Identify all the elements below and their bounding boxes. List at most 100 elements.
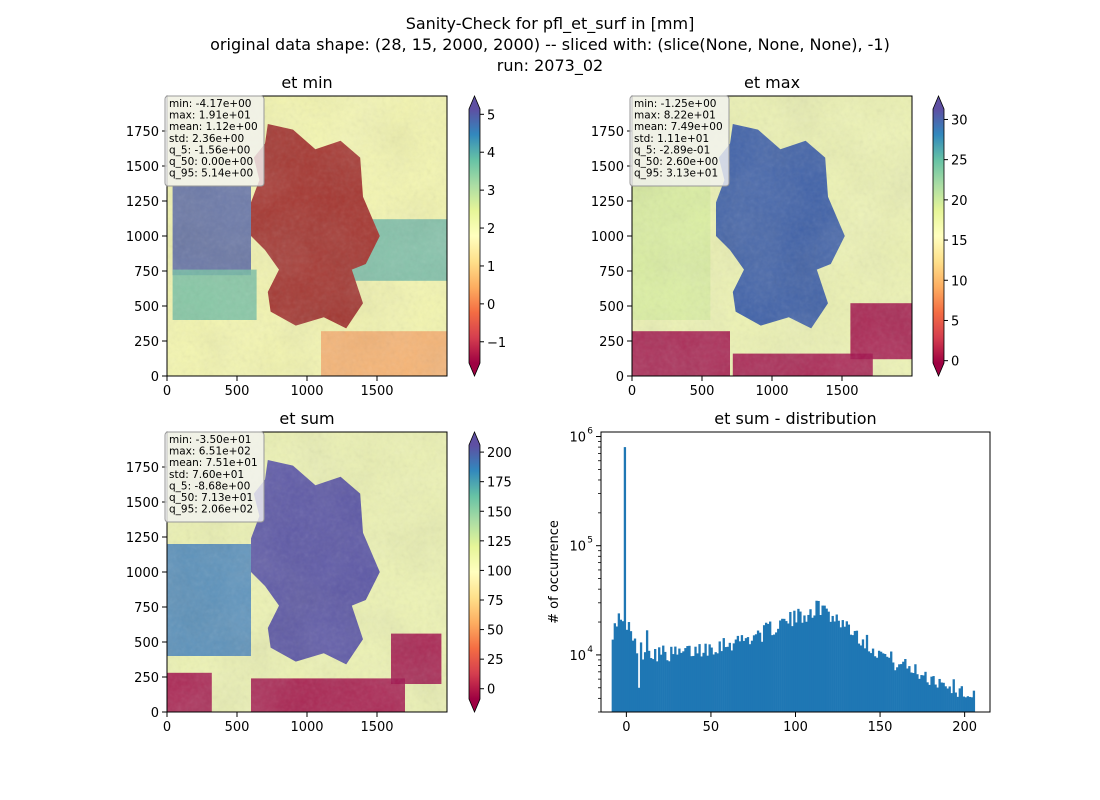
histogram-bar bbox=[881, 653, 885, 712]
histogram-bar bbox=[633, 638, 637, 712]
histogram-bar bbox=[750, 640, 754, 712]
histogram-bar bbox=[930, 676, 933, 712]
histogram-bar bbox=[672, 654, 675, 712]
y-tick-label: 1500 bbox=[126, 160, 159, 175]
histogram-bar bbox=[736, 635, 740, 712]
histogram-bar bbox=[950, 693, 953, 712]
x-tick-label: 1000 bbox=[290, 720, 323, 735]
y-tick-label: 1750 bbox=[126, 461, 159, 476]
stat-line: mean: 1.12e+00 bbox=[169, 121, 258, 133]
y-tick-label: 1500 bbox=[591, 160, 624, 175]
histogram-bar bbox=[670, 646, 673, 712]
histogram-bar bbox=[660, 654, 663, 712]
colorbar-tick-label: 2 bbox=[487, 222, 495, 237]
colorbar-tick-label: 25 bbox=[487, 653, 504, 668]
histogram-bar bbox=[803, 615, 806, 712]
y-tick-label: 250 bbox=[134, 335, 159, 350]
histogram-bar bbox=[666, 660, 669, 712]
histogram-bar bbox=[680, 652, 683, 712]
colorbar-extend-bottom bbox=[933, 363, 944, 376]
histogram-bar bbox=[892, 662, 895, 712]
histogram-bar bbox=[853, 630, 857, 712]
histogram-bar bbox=[722, 638, 725, 712]
y-tick-label: 1250 bbox=[591, 195, 624, 210]
histogram-bar bbox=[732, 643, 736, 712]
histogram-bar bbox=[948, 686, 951, 712]
y-tick-label: 1000 bbox=[591, 230, 624, 245]
histogram-bar bbox=[877, 650, 881, 712]
histogram-bar bbox=[867, 651, 871, 712]
histogram-bar bbox=[952, 679, 955, 712]
stat-line: max: 6.51e+02 bbox=[169, 446, 251, 458]
histogram-bar bbox=[825, 608, 828, 712]
histogram-bar bbox=[849, 634, 853, 712]
colorbar-extend-top bbox=[933, 96, 944, 109]
histogram-bar bbox=[738, 641, 742, 712]
histogram-bar bbox=[664, 651, 667, 712]
map-image bbox=[167, 432, 447, 712]
histogram-bar bbox=[960, 686, 963, 712]
stat-line: std: 7.60e+01 bbox=[169, 469, 244, 481]
colorbar-extend-bottom bbox=[469, 699, 480, 712]
x-tick-label: 0 bbox=[628, 384, 636, 399]
histogram-bar bbox=[775, 632, 778, 712]
colorbar: 0 25 50 75 100 125 150 175 200 bbox=[468, 430, 512, 714]
histogram-bar bbox=[789, 611, 792, 712]
histogram-bar bbox=[843, 626, 846, 712]
histogram-bar bbox=[615, 626, 619, 712]
histogram-bar bbox=[958, 688, 961, 712]
histogram-bar bbox=[690, 656, 693, 712]
histogram-bar bbox=[922, 675, 925, 712]
y-tick-label: 500 bbox=[134, 636, 159, 651]
histogram-bar bbox=[623, 447, 627, 712]
histogram-x-tick-label: 200 bbox=[952, 720, 977, 735]
histogram-bar bbox=[837, 620, 840, 712]
histogram-y-tick-label: 10 bbox=[569, 540, 586, 555]
histogram-bar bbox=[791, 626, 794, 712]
histogram-bar bbox=[641, 659, 645, 712]
histogram-bar bbox=[649, 658, 653, 712]
histogram-y-tick-exponent: 6 bbox=[587, 427, 593, 437]
x-tick-label: 0 bbox=[163, 384, 171, 399]
histogram-bar bbox=[758, 632, 762, 712]
histogram-bar bbox=[716, 653, 719, 712]
histogram-bar bbox=[773, 634, 776, 712]
histogram-bar bbox=[730, 650, 733, 712]
y-tick-label: 250 bbox=[599, 335, 624, 350]
panel-title: et sum bbox=[279, 409, 334, 428]
histogram-bar bbox=[746, 637, 750, 712]
histogram-bar bbox=[631, 640, 635, 712]
histogram-bar bbox=[839, 627, 842, 712]
histogram-bar bbox=[627, 622, 631, 712]
histogram-bar bbox=[904, 659, 907, 712]
histogram-bars bbox=[611, 447, 976, 712]
histogram-bar bbox=[754, 634, 758, 712]
histogram-bar bbox=[779, 620, 782, 712]
histogram-bar bbox=[760, 641, 764, 712]
colorbar-tick-label: 10 bbox=[951, 274, 968, 289]
histogram-bar bbox=[766, 623, 770, 712]
histogram-bar bbox=[734, 639, 738, 712]
histogram-bar bbox=[821, 605, 824, 712]
histogram-bar bbox=[886, 656, 889, 712]
stat-line: max: 1.91e+01 bbox=[169, 110, 251, 122]
y-tick-label: 0 bbox=[151, 706, 159, 721]
histogram-bar bbox=[859, 645, 863, 712]
colorbar-tick-label: 100 bbox=[487, 564, 512, 579]
histogram-bar bbox=[932, 676, 935, 712]
histogram-x-tick-label: 50 bbox=[703, 720, 720, 735]
histogram-bar bbox=[873, 656, 877, 712]
histogram-bar bbox=[654, 649, 657, 712]
histogram-bar bbox=[710, 647, 713, 712]
histogram-bar bbox=[912, 673, 915, 712]
histogram-bar bbox=[795, 622, 798, 712]
histogram-bar bbox=[696, 653, 699, 712]
histogram-bar bbox=[968, 696, 972, 712]
histogram-bar bbox=[938, 678, 941, 712]
colorbar-tick-label: 4 bbox=[487, 146, 495, 161]
y-tick-label: 750 bbox=[599, 265, 624, 280]
histogram-bar bbox=[833, 621, 836, 712]
histogram-bar bbox=[799, 611, 802, 712]
